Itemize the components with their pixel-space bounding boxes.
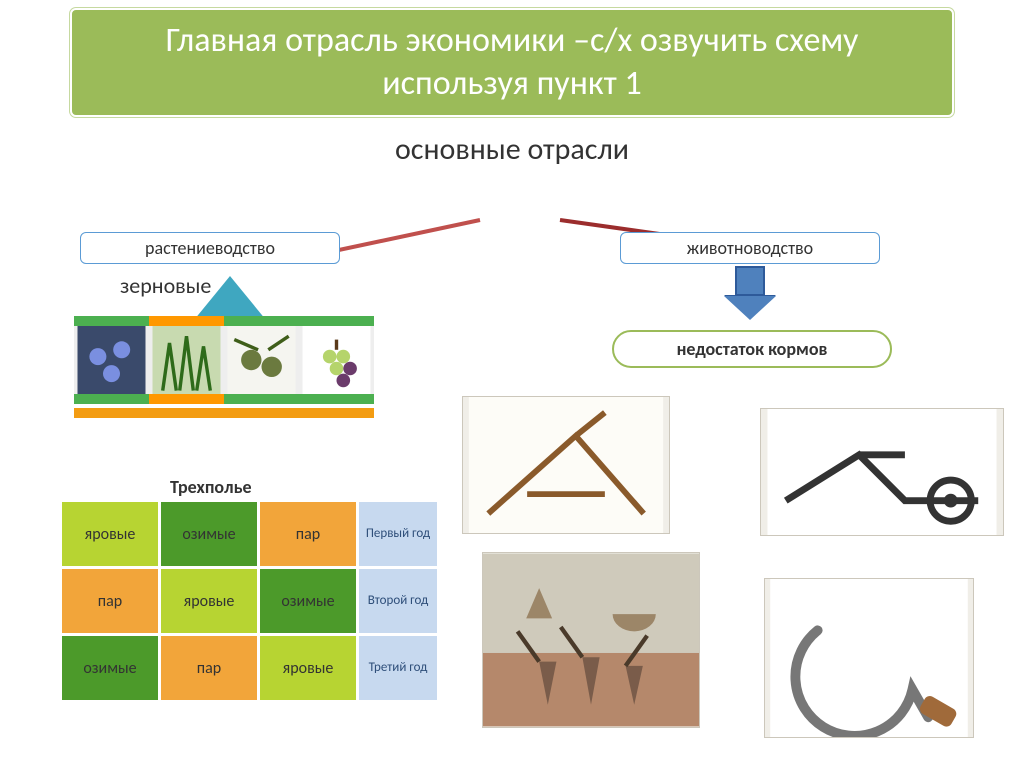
title-banner: Главная отрасль экономики –с/х озвучить … bbox=[70, 8, 954, 117]
rotation-cell: пар bbox=[260, 502, 356, 566]
branch-right-label: животноводство bbox=[687, 237, 813, 259]
down-arrow-icon bbox=[724, 266, 776, 322]
title-text: Главная отрасль экономики –с/х озвучить … bbox=[166, 20, 859, 104]
rotation-year: Третий год bbox=[359, 636, 437, 700]
rotation-cell: озимые bbox=[161, 502, 257, 566]
crop-olives bbox=[224, 316, 299, 404]
rotation-cell: пар bbox=[62, 569, 158, 633]
rotation-cell: пар bbox=[161, 636, 257, 700]
crop-bar bbox=[74, 408, 374, 418]
peasants-working-image bbox=[482, 552, 700, 728]
rotation-grid: яровыеозимыепарПервый годпаряровыеозимые… bbox=[62, 502, 437, 700]
rotation-cell: яровые bbox=[260, 636, 356, 700]
shortage-box: недостаток кормов bbox=[612, 330, 892, 368]
shortage-label: недостаток кормов bbox=[677, 338, 828, 360]
rotation-cell: озимые bbox=[260, 569, 356, 633]
cereal-label: зерновые bbox=[120, 272, 211, 299]
subtitle: основные отрасли bbox=[0, 131, 1024, 168]
wooden-plow-image bbox=[462, 396, 670, 534]
rotation-year: Первый год bbox=[359, 502, 437, 566]
sickle-image bbox=[764, 578, 974, 738]
branch-plant-growing: растениеводство bbox=[80, 232, 340, 264]
rotation-cell: яровые bbox=[62, 502, 158, 566]
crop-grapes bbox=[299, 316, 374, 404]
crop-flowers bbox=[74, 316, 149, 404]
rotation-title: Трехполье bbox=[170, 476, 252, 498]
crop-grass bbox=[149, 316, 224, 404]
rotation-cell: озимые bbox=[62, 636, 158, 700]
rotation-cell: яровые bbox=[161, 569, 257, 633]
branch-left-label: растениеводство bbox=[145, 237, 275, 259]
iron-plow-image bbox=[760, 408, 1004, 536]
rotation-year: Второй год bbox=[359, 569, 437, 633]
crop-grid bbox=[74, 316, 374, 404]
branch-livestock: животноводство bbox=[620, 232, 880, 264]
